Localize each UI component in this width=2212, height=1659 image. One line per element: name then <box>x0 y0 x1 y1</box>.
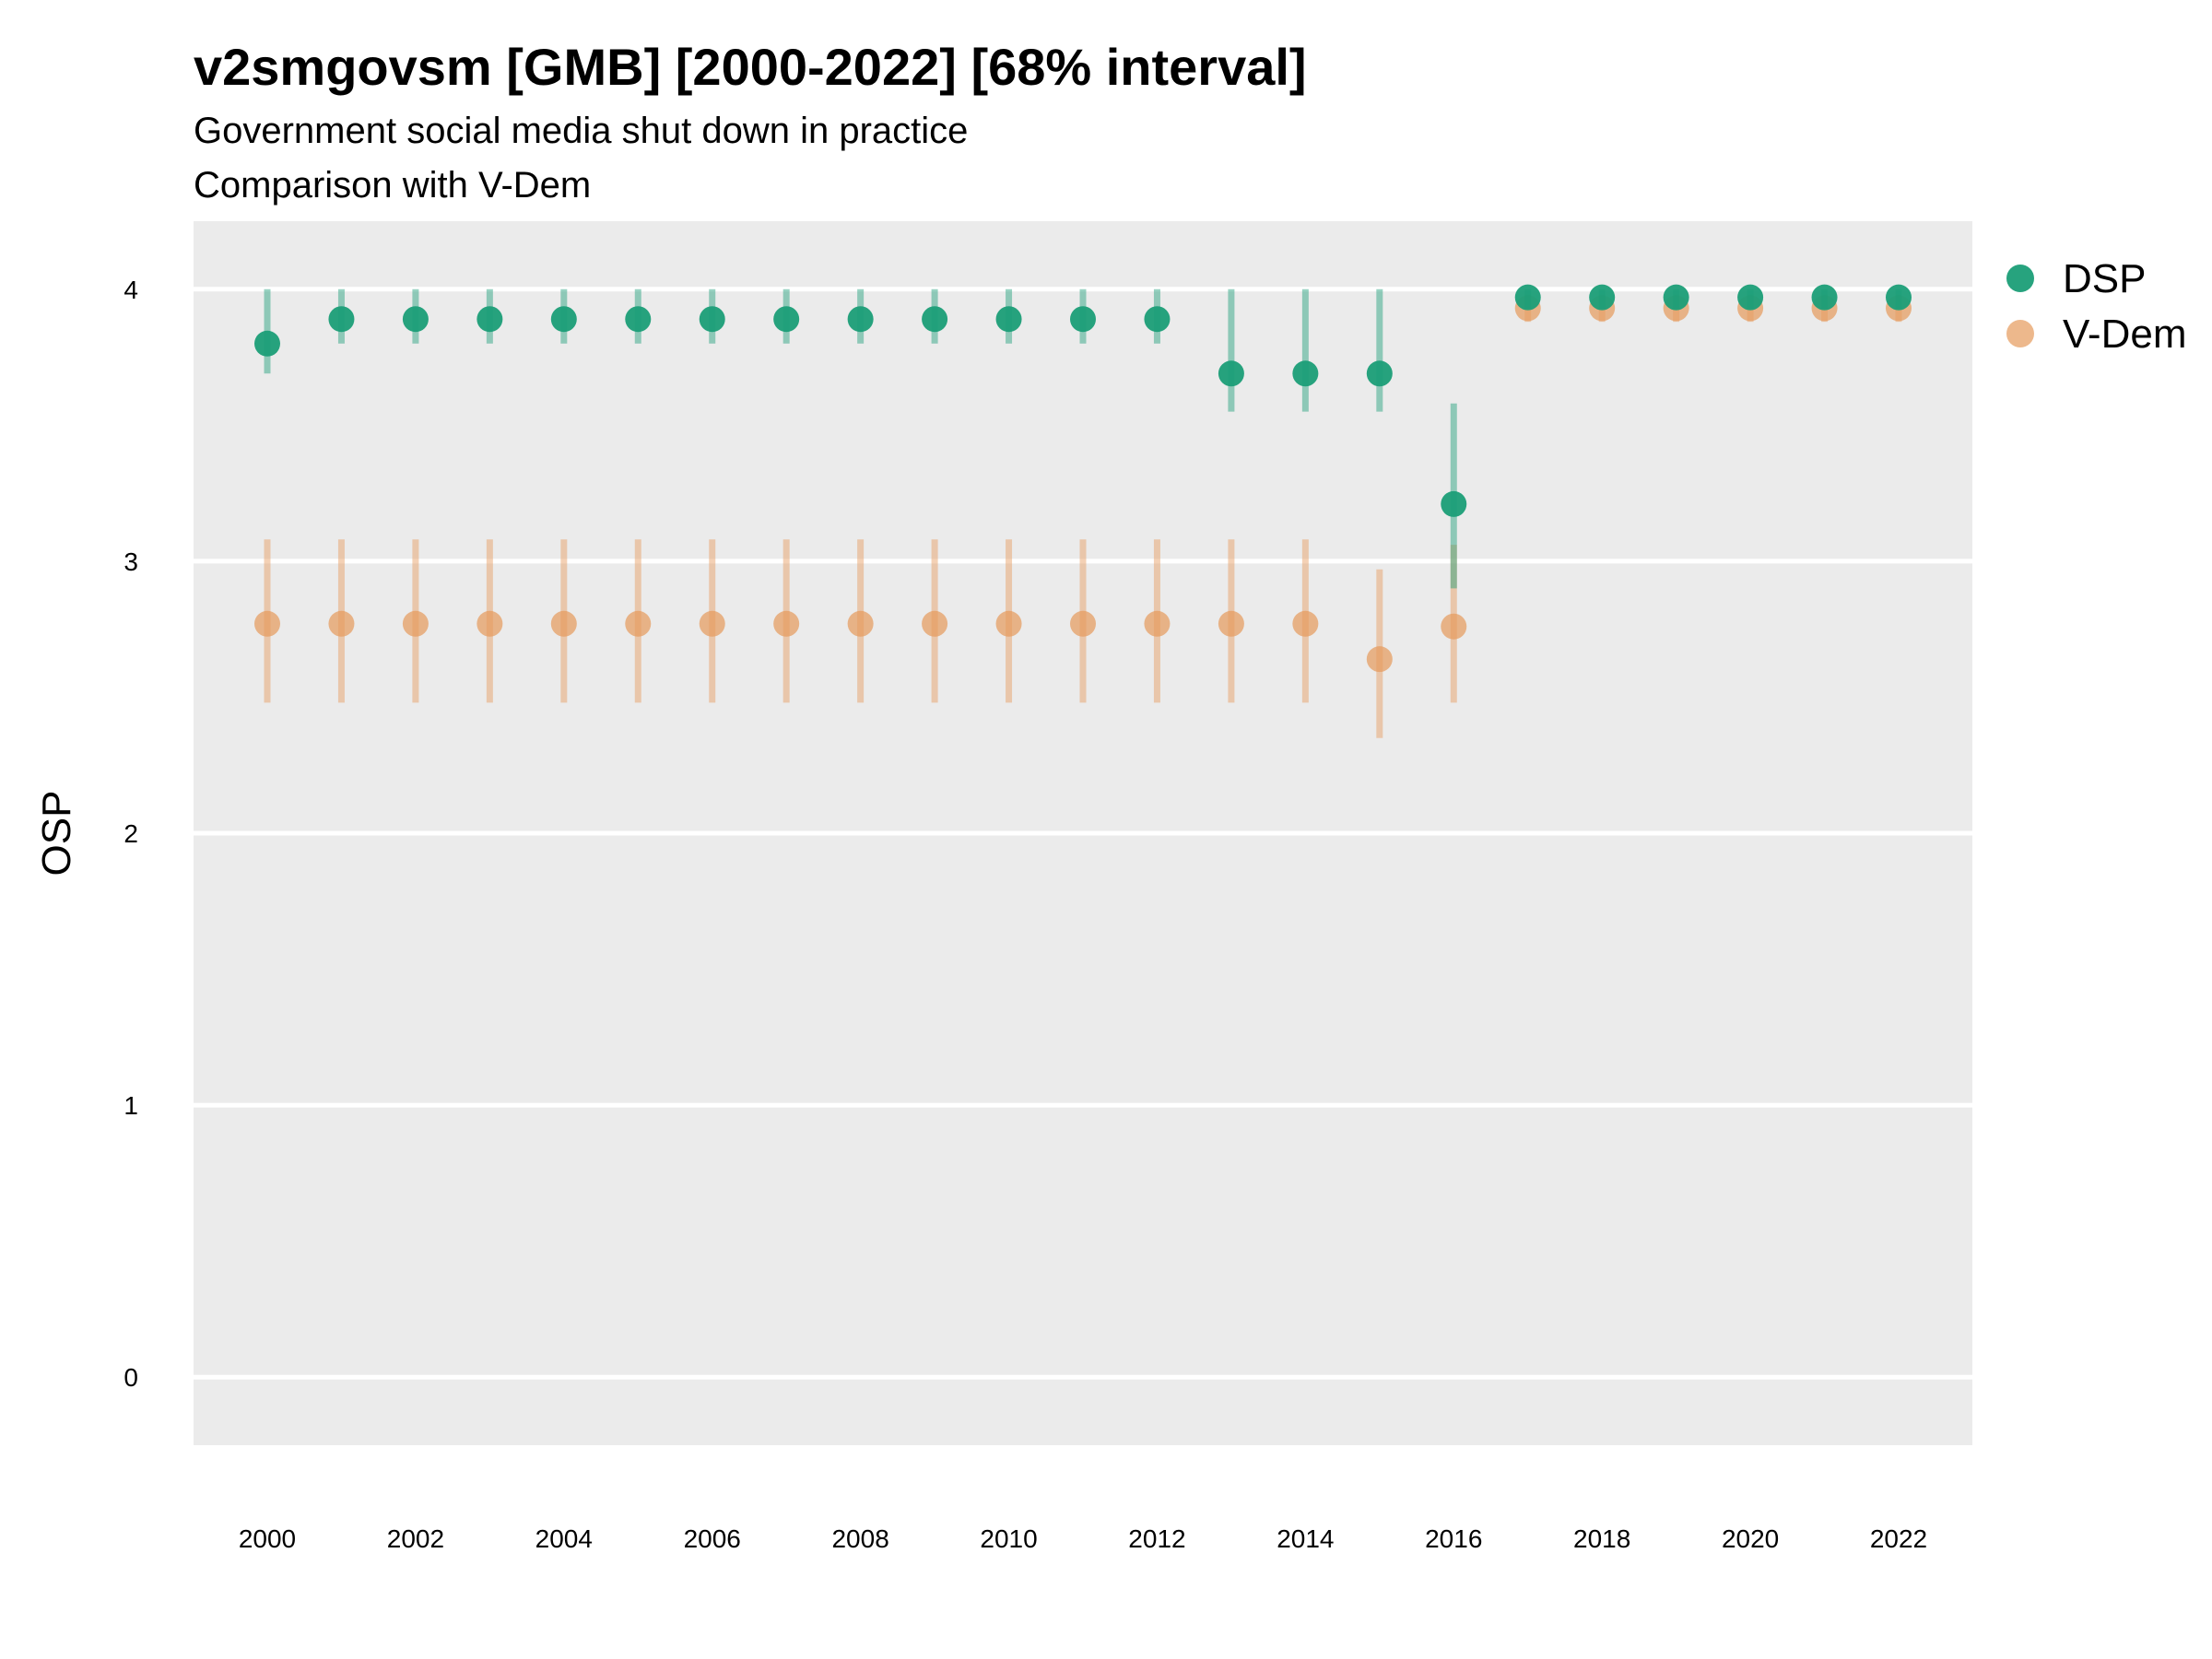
grid-layer <box>194 287 1972 1380</box>
vdem-point <box>328 610 355 637</box>
dsp-point <box>1441 490 1467 517</box>
vdem-point <box>254 610 280 637</box>
y-tick-label: 0 <box>124 1363 138 1392</box>
vdem-point <box>1441 613 1467 640</box>
dsp-point <box>402 306 429 333</box>
x-tick-label: 2004 <box>535 1524 593 1553</box>
legend-dsp-label: DSP <box>2063 256 2146 301</box>
x-tick-label: 2010 <box>980 1524 1037 1553</box>
chart-header: v2smgovsm [GMB] [2000-2022] [68% interva… <box>194 38 1307 206</box>
vdem-point <box>1218 610 1244 637</box>
dsp-point <box>625 306 652 333</box>
y-tick-label: 4 <box>124 276 138 304</box>
chart-subtitle-line-1: Government social media shut down in pra… <box>194 111 968 151</box>
legend-vdem-marker <box>2006 320 2034 347</box>
dsp-point <box>328 306 355 333</box>
dsp-point <box>1514 284 1541 311</box>
vdem-point <box>1070 610 1096 637</box>
legend: DSP V-Dem <box>2006 256 2186 357</box>
x-tick-label: 2006 <box>684 1524 741 1553</box>
dsp-point <box>1292 360 1319 387</box>
dsp-point <box>1811 284 1838 311</box>
vdem-point <box>699 610 725 637</box>
x-tick-label: 2014 <box>1277 1524 1334 1553</box>
dsp-point <box>1663 284 1689 311</box>
vdem-point <box>995 610 1022 637</box>
vdem-point <box>773 610 800 637</box>
dsp-point <box>1886 284 1912 311</box>
dsp-point <box>254 330 280 357</box>
y-axis-title: OSP <box>34 791 79 877</box>
dsp-point <box>1218 360 1244 387</box>
dsp-point <box>1366 360 1393 387</box>
dsp-point <box>1070 306 1096 333</box>
series-dsp <box>254 284 1912 589</box>
y-tick-label: 3 <box>124 547 138 576</box>
vdem-point <box>1144 610 1171 637</box>
dsp-point <box>699 306 725 333</box>
dsp-point <box>1737 284 1764 311</box>
vdem-point <box>550 610 577 637</box>
x-tick-label: 2018 <box>1573 1524 1630 1553</box>
dsp-point <box>922 306 948 333</box>
x-tick-label: 2000 <box>239 1524 296 1553</box>
dsp-point <box>550 306 577 333</box>
y-tick-label: 2 <box>124 819 138 848</box>
vdem-point <box>402 610 429 637</box>
dsp-point <box>773 306 800 333</box>
vdem-point <box>1292 610 1319 637</box>
chart-subtitle-line-2: Comparison with V-Dem <box>194 165 591 206</box>
dsp-point <box>1589 284 1616 311</box>
x-tick-label: 2020 <box>1722 1524 1779 1553</box>
series-layer <box>254 284 1912 738</box>
y-tick-label: 1 <box>124 1091 138 1120</box>
y-tick-layer: 0 1 2 3 4 <box>124 276 138 1392</box>
x-tick-layer: 2000 2002 2004 2006 2008 2010 2012 2014 2016 2018… <box>239 1524 1927 1553</box>
dsp-point <box>847 306 874 333</box>
dsp-point <box>1144 306 1171 333</box>
x-tick-label: 2002 <box>387 1524 444 1553</box>
x-tick-label: 2016 <box>1425 1524 1482 1553</box>
legend-vdem-label: V-Dem <box>2063 312 2186 357</box>
legend-dsp-marker <box>2006 265 2034 292</box>
vdem-point <box>1366 646 1393 673</box>
dsp-point <box>995 306 1022 333</box>
dsp-point <box>477 306 503 333</box>
x-tick-label: 2012 <box>1128 1524 1185 1553</box>
chart-title: v2smgovsm [GMB] [2000-2022] [68% interva… <box>194 38 1307 96</box>
vdem-point <box>847 610 874 637</box>
vdem-point <box>625 610 652 637</box>
x-tick-label: 2022 <box>1870 1524 1927 1553</box>
vdem-point <box>922 610 948 637</box>
vdem-point <box>477 610 503 637</box>
x-tick-label: 2008 <box>831 1524 888 1553</box>
